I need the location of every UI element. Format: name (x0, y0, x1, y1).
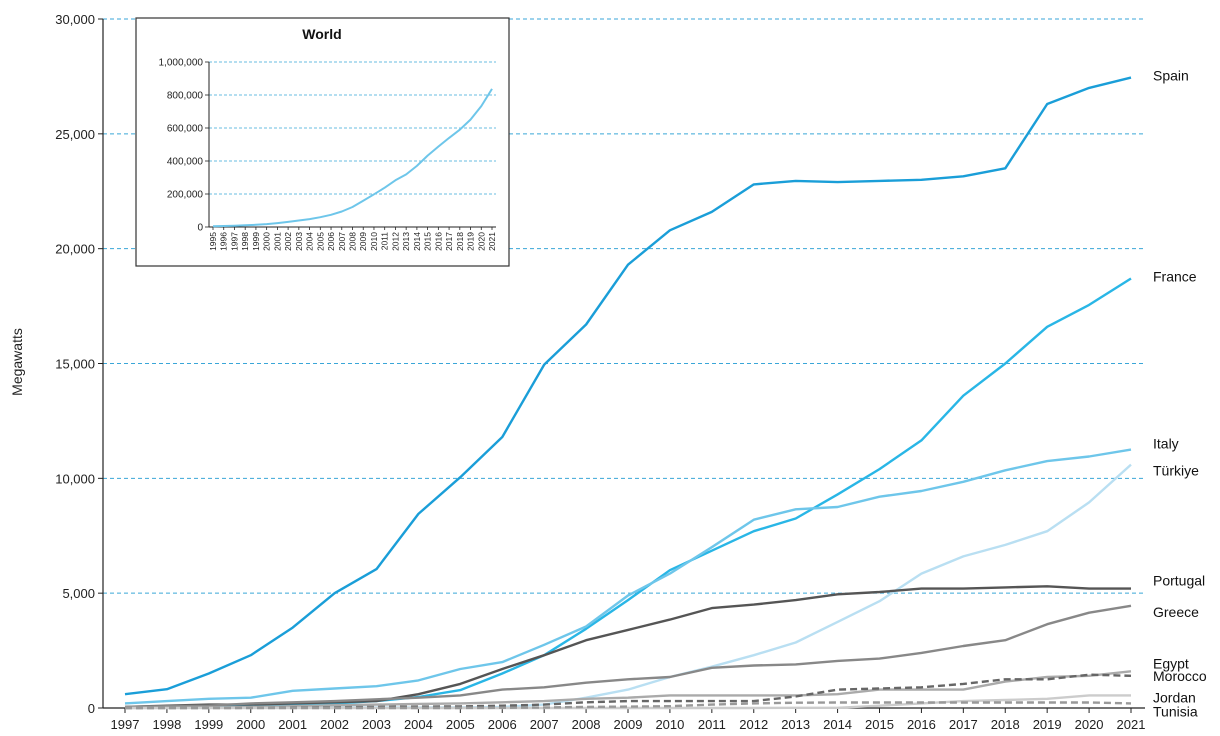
inset-x-tick-label: 2013 (401, 232, 411, 251)
series-label: France (1153, 269, 1197, 285)
inset-x-tick-label: 2009 (358, 232, 368, 251)
inset-y-tick-label: 200,000 (167, 190, 204, 201)
x-tick-label: 2002 (320, 717, 349, 732)
x-tick-label: 2010 (655, 717, 684, 732)
inset-x-tick-label: 2003 (294, 232, 304, 251)
series-label: Jordan (1153, 689, 1196, 705)
inset-axes (205, 61, 496, 230)
x-tick-label: 2011 (698, 717, 726, 732)
series-line (125, 463, 1132, 709)
x-tick-label: 2021 (1117, 717, 1146, 732)
inset-x-tick-label: 2018 (455, 232, 465, 251)
inset-x-tick-label: 2000 (262, 232, 272, 251)
inset-y-tick-label: 800,000 (167, 91, 204, 102)
x-tick-label: 2014 (823, 717, 852, 732)
main-y-tick-labels: 0 5,000 10,000 15,000 20,000 25,000 30,000 (55, 12, 95, 716)
series-label: Spain (1153, 68, 1189, 84)
x-tick-label: 2000 (236, 717, 265, 732)
inset-y-tick-label: 600,000 (167, 124, 204, 135)
inset-x-tick-label: 1996 (219, 232, 229, 251)
series-line (124, 76, 1132, 696)
inset-x-tick-label: 2019 (466, 232, 476, 251)
x-tick-label: 2016 (907, 717, 936, 732)
x-tick-label: 2013 (781, 717, 810, 732)
x-tick-label: 2005 (446, 717, 475, 732)
inset-x-tick-label: 1995 (208, 232, 218, 251)
inset-x-tick-label: 2011 (380, 232, 390, 251)
y-tick-label: 5,000 (62, 586, 95, 601)
inset-x-tick-label: 2015 (423, 232, 433, 251)
inset-gridlines (209, 61, 496, 195)
inset-x-tick-label: 2014 (412, 232, 422, 251)
inset-x-tick-label: 2010 (369, 232, 379, 251)
x-tick-label: 2007 (530, 717, 559, 732)
main-gridlines (103, 18, 1145, 594)
y-axis-label: Megawatts (9, 328, 25, 396)
inset-series-line (212, 88, 493, 228)
x-tick-label: 1998 (152, 717, 181, 732)
main-x-tick-labels: 1997 1998 1999 2000 2001 2002 2003 2004 2005 2006… (111, 717, 1146, 732)
y-tick-label: 30,000 (55, 12, 95, 27)
inset-series-lines (212, 88, 493, 228)
inset-y-tick-label: 0 (197, 223, 203, 234)
x-tick-label: 2019 (1033, 717, 1062, 732)
inset-x-tick-label: 2021 (487, 232, 497, 251)
series-line (125, 701, 1132, 710)
inset-x-tick-label: 2007 (337, 232, 347, 251)
series-label: Tunisia (1153, 703, 1198, 719)
x-tick-label: 2018 (991, 717, 1020, 732)
x-tick-label: 2017 (949, 717, 978, 732)
inset-x-tick-label: 1998 (240, 232, 250, 251)
x-tick-label: 2009 (614, 717, 643, 732)
series-label: Egypt (1153, 655, 1189, 671)
series-label: Greece (1153, 604, 1199, 620)
inset-x-tick-label: 2016 (433, 232, 443, 251)
series-label: Italy (1153, 436, 1179, 452)
y-tick-label: 25,000 (55, 127, 95, 142)
series-label: Portugal (1153, 573, 1205, 589)
inset-x-tick-labels: 1995 1996 1997 1998 1999 2000 2001 2002 2003 2004… (208, 232, 497, 251)
main-series-labels: Spain France Italy Türkiye Portugal Greece Egy… (1153, 68, 1207, 720)
x-tick-label: 2020 (1075, 717, 1104, 732)
inset-x-tick-label: 2017 (444, 232, 454, 251)
series-label: Morocco (1153, 668, 1207, 684)
inset-x-tick-label: 2001 (272, 232, 282, 251)
inset-x-tick-label: 2004 (305, 232, 315, 251)
world-inset: World 0 200,000 400,000 600,000 800,000 1,000… (135, 17, 510, 267)
x-tick-label: 2004 (404, 717, 433, 732)
series-line (124, 448, 1132, 705)
x-tick-label: 2008 (572, 717, 601, 732)
x-tick-label: 2012 (739, 717, 768, 732)
x-tick-label: 2003 (362, 717, 391, 732)
y-tick-label: 0 (88, 701, 95, 716)
x-tick-label: 2015 (865, 717, 894, 732)
inset-x-tick-label: 2005 (315, 232, 325, 251)
inset-x-tick-label: 2012 (390, 232, 400, 251)
inset-y-tick-labels: 0 200,000 400,000 600,000 800,000 1,000,000 (159, 58, 204, 234)
series-label: Türkiye (1153, 463, 1199, 479)
x-tick-label: 2006 (488, 717, 517, 732)
x-tick-label: 1997 (111, 717, 140, 732)
x-tick-label: 1999 (194, 717, 223, 732)
inset-y-tick-label: 400,000 (167, 157, 204, 168)
main-series-lines (124, 76, 1132, 710)
inset-frame (135, 17, 510, 267)
inset-x-tick-label: 2006 (326, 232, 336, 251)
inset-x-tick-label: 2008 (348, 232, 358, 251)
x-tick-label: 2001 (278, 717, 307, 732)
series-line (124, 670, 1132, 710)
inset-title: World (302, 26, 341, 42)
y-tick-label: 20,000 (55, 242, 95, 257)
inset-x-tick-label: 1999 (251, 232, 261, 251)
inset-x-tick-label: 2020 (476, 232, 486, 251)
y-tick-label: 10,000 (55, 471, 95, 486)
series-line (124, 604, 1132, 709)
inset-x-tick-label: 2002 (283, 232, 293, 251)
y-tick-label: 15,000 (55, 357, 95, 372)
inset-y-tick-label: 1,000,000 (159, 58, 204, 69)
inset-x-tick-label: 1997 (229, 232, 239, 251)
